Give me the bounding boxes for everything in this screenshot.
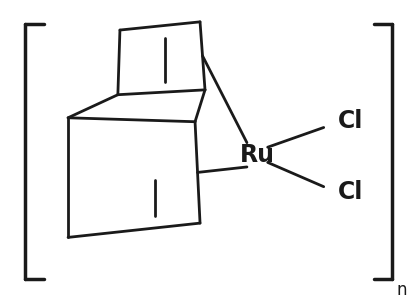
Text: n: n: [396, 281, 407, 299]
Text: Cl: Cl: [338, 109, 364, 133]
Text: Ru: Ru: [240, 143, 275, 167]
Text: Cl: Cl: [338, 180, 364, 204]
